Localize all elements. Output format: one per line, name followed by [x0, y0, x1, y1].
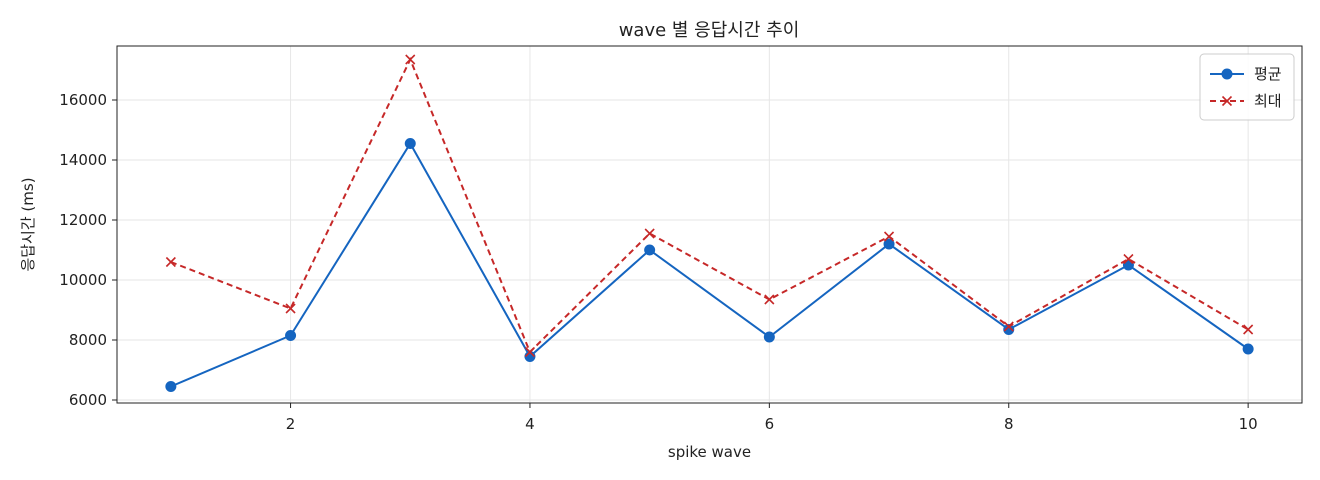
series-2-point-stroke: [764, 294, 775, 305]
x-tick-label: 2: [286, 415, 296, 433]
legend-label: 최대: [1254, 92, 1282, 110]
plot-frame: [116, 45, 1303, 404]
legend-swatch-marker: [1221, 95, 1233, 107]
series-1-point: [644, 244, 656, 256]
series-2-point: [1243, 324, 1254, 335]
legend-label: 평균: [1254, 65, 1282, 83]
x-tick-label: 8: [1004, 415, 1014, 433]
series-2-point: [644, 228, 655, 239]
series-2-line: [170, 57, 1249, 354]
series-2-point-stroke: [644, 228, 655, 239]
axes: 2 4 6 8 10 6000 8000 10000 12000 14000 16000: [59, 91, 1257, 433]
series-2-point: [764, 294, 775, 305]
legend-swatch-marker-stroke: [1221, 95, 1233, 107]
series-2-point: [165, 256, 176, 268]
legend-box: [1199, 53, 1295, 121]
grid: [117, 46, 1302, 403]
series-1-point: [763, 331, 775, 343]
series-2-point-stroke: [1243, 324, 1254, 335]
series-2-point-stroke: [1123, 253, 1134, 265]
series-2-point-stroke: [1003, 321, 1014, 332]
x-axis-label: spike wave: [668, 443, 751, 461]
x-tick-label: 6: [765, 415, 775, 433]
series-1-point: [1242, 343, 1254, 355]
series-2: [165, 54, 1254, 358]
series-2-point: [285, 303, 296, 314]
series-2-point: [1123, 253, 1134, 265]
series-2-point: [405, 54, 416, 65]
series-1: [165, 138, 1254, 392]
series-2-point-stroke: [883, 231, 895, 242]
series-1-point: [165, 381, 177, 392]
series-1-point: [285, 330, 297, 341]
y-tick-label: 10000: [59, 271, 107, 289]
series-1-line: [170, 141, 1249, 388]
y-tick-label: 8000: [69, 331, 107, 349]
y-tick-label: 16000: [59, 91, 107, 109]
x-tick-label: 10: [1239, 415, 1258, 433]
series-1-point: [1003, 324, 1015, 335]
legend-swatch-marker: [1221, 68, 1233, 80]
y-axis-label: 응답시간 (ms): [19, 177, 37, 271]
y-tick-label: 6000: [69, 391, 107, 409]
series-2-point-stroke: [405, 54, 416, 65]
y-tick-label: 12000: [59, 211, 107, 229]
series-2-point-stroke: [285, 303, 296, 314]
series-layer: [165, 54, 1254, 392]
chart-title: wave 별 응답시간 추이: [619, 20, 800, 41]
series-2-point: [883, 231, 895, 242]
series-2-point: [524, 346, 536, 358]
series-1-point: [883, 238, 895, 250]
x-tick-label: 4: [525, 415, 535, 433]
series-1-point: [404, 138, 416, 149]
series-2-point-stroke: [165, 256, 176, 268]
y-tick-label: 14000: [59, 151, 107, 169]
series-2-point-stroke: [524, 346, 536, 358]
series-2-point: [1003, 321, 1014, 332]
